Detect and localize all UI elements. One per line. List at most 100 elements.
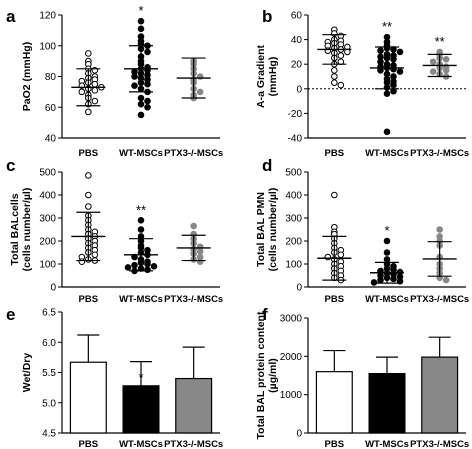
- panel-a: a 40 60 80 100 120 PaO2 (mmHg) PBS WT-MSCs PTX3-/…: [6, 3, 223, 159]
- y-tick-label: 5.0: [42, 398, 56, 409]
- y-tick-label: 4.5: [42, 429, 56, 440]
- data-point: [331, 191, 338, 199]
- data-point: [383, 128, 391, 136]
- data-point: [390, 81, 397, 89]
- data-point: [331, 73, 338, 80]
- data-point: [370, 279, 378, 286]
- category-label: PTX3-/-MSCs: [164, 439, 223, 449]
- panel-letter: c: [6, 156, 15, 175]
- data-point: [429, 68, 437, 75]
- panel-b: b -40 -20 0 20 40 60 A-a Gradient(mmHg) PBS WT-MS…: [255, 7, 469, 159]
- category-label: WT-MSCs: [119, 439, 163, 449]
- data-point: [85, 50, 92, 57]
- data-point: [137, 226, 145, 233]
- category-label: WT-MSCs: [119, 294, 163, 305]
- panel-e: e 4.5 5.0 5.5 6.0 6.5 Wet/Dry PBS WT-MSCs PTX3-/-…: [6, 305, 223, 449]
- y-tick-label: 100: [285, 260, 302, 271]
- data-point: [91, 97, 99, 105]
- y-tick-label: 400: [285, 191, 302, 202]
- bar: [315, 371, 353, 434]
- data-point: [137, 17, 145, 25]
- data-point: [383, 90, 391, 98]
- data-point: [442, 276, 450, 284]
- category-label: PBS: [79, 148, 99, 159]
- bar: [421, 356, 459, 434]
- y-tick-label: 40: [291, 35, 303, 46]
- y-tick-label: 400: [39, 191, 56, 202]
- data-point: [196, 88, 204, 96]
- category-label: PTX3-/-MSCs: [164, 148, 223, 159]
- y-axis-label: Total BAL PMN(cells number/µl): [255, 188, 279, 272]
- data-point: [137, 25, 145, 33]
- y-axis-label: Wet/Dry: [21, 353, 33, 393]
- y-tick-label: -40: [288, 134, 303, 145]
- category-label: PBS: [325, 439, 345, 449]
- category-label: PBS: [325, 148, 345, 159]
- data-point: [429, 58, 437, 66]
- data-point: [137, 111, 145, 119]
- data-point: [324, 47, 332, 54]
- y-axis-label: Total BAL protein content(µg/ml): [255, 311, 279, 439]
- y-tick-label: 200: [39, 237, 56, 248]
- data-point: [331, 79, 338, 86]
- data-point: [144, 97, 151, 105]
- y-tick-label: 6.0: [42, 338, 56, 349]
- data-point: [91, 87, 99, 94]
- bar: [175, 377, 213, 434]
- data-point: [390, 65, 397, 73]
- data-point: [144, 48, 151, 56]
- category-label: WT-MSCs: [365, 439, 409, 449]
- data-point: [390, 55, 397, 63]
- data-point: [337, 81, 345, 89]
- significance-marker: **: [136, 202, 146, 217]
- y-tick-label: 6.5: [42, 308, 56, 319]
- panel-d: d 0 100 200 300 400 500 Total BAL PMN(cells num…: [255, 156, 469, 305]
- y-tick-label: 5.5: [42, 368, 56, 379]
- y-tick-label: 60: [291, 11, 303, 22]
- data-point: [144, 266, 151, 274]
- significance-marker: **: [382, 19, 392, 34]
- data-point: [124, 264, 132, 271]
- significance-marker: **: [435, 34, 445, 49]
- y-tick-label: 60: [45, 103, 57, 114]
- data-point: [144, 260, 151, 268]
- category-label: WT-MSCs: [365, 294, 409, 305]
- data-point: [131, 261, 138, 269]
- data-point: [442, 67, 450, 74]
- y-tick-label: 120: [39, 11, 56, 22]
- data-point: [337, 52, 345, 59]
- data-point: [78, 258, 86, 266]
- y-tick-label: 1000: [280, 390, 303, 401]
- data-point: [85, 172, 92, 179]
- data-point: [377, 276, 384, 284]
- y-tick-label: 0: [296, 429, 302, 440]
- category-label: WT-MSCs: [365, 148, 409, 159]
- y-tick-label: 300: [39, 214, 56, 225]
- category-label: PTX3-/-MSCs: [164, 294, 223, 305]
- y-tick-label: 300: [285, 214, 302, 225]
- data-point: [436, 226, 443, 233]
- significance-marker: *: [138, 370, 143, 385]
- data-point: [137, 100, 145, 108]
- data-point: [337, 251, 345, 259]
- y-axis-label: PaO2 (mmHg): [21, 42, 33, 111]
- data-point: [196, 248, 204, 255]
- y-tick-label: 20: [291, 60, 303, 71]
- data-point: [150, 263, 158, 270]
- data-point: [324, 253, 332, 261]
- category-label: WT-MSCs: [119, 148, 163, 159]
- y-tick-label: 0: [296, 84, 302, 95]
- panel-c: c 0 100 200 300 400 500 Total BALcells(cells nu…: [6, 156, 223, 305]
- y-tick-label: 0: [50, 283, 56, 294]
- category-label: PBS: [325, 294, 345, 305]
- data-point: [137, 217, 145, 224]
- data-point: [137, 94, 145, 102]
- y-tick-label: 100: [39, 41, 56, 52]
- panel-letter: a: [6, 7, 16, 26]
- data-point: [442, 55, 450, 63]
- data-point: [78, 88, 86, 96]
- category-label: PTX3-/-MSCs: [410, 439, 469, 449]
- data-point: [196, 258, 204, 266]
- bar: [122, 385, 160, 434]
